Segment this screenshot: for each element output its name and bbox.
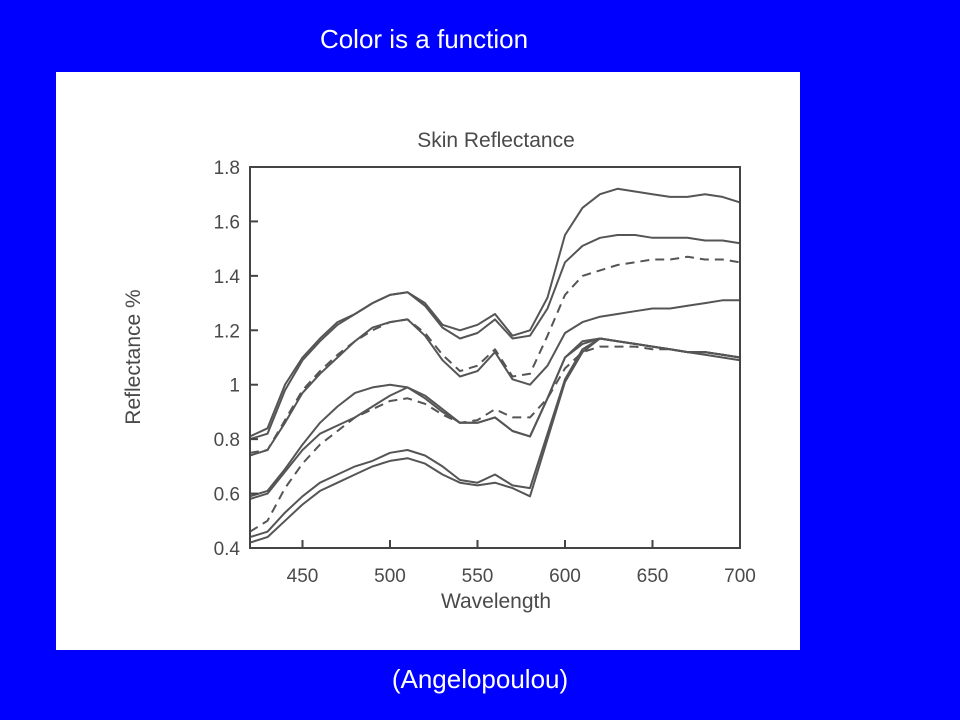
series-line-4 [249,299,740,457]
x-axis-label: Wavelength [441,590,551,613]
series-line-1 [249,187,741,438]
series-line-6 [249,345,741,533]
x-tick-label: 700 [724,566,756,587]
chart-figure: Skin Reflectance 450 500 550 600 650 700 0.4 0.… [56,72,800,650]
y-tick-label: 0.8 [214,430,240,451]
y-axis-label: Reflectance % [122,289,145,424]
slide-title: Color is a function [319,24,529,54]
y-tick-label: 0.6 [214,485,240,506]
slide-caption: (Angelopoulou) [391,664,569,694]
y-tick-label: 1.4 [214,267,241,288]
x-tick-label: 450 [287,566,319,587]
series-line-2 [249,234,741,441]
series-line-8 [249,337,741,539]
plot-layer [249,187,741,544]
x-tick-label: 550 [462,566,494,587]
x-tick-label: 500 [374,566,406,587]
skin-reflectance-chart: Skin Reflectance 450 500 550 600 650 700 0.4 0.… [122,129,756,613]
x-tick-label: 650 [637,566,669,587]
y-tick-label: 1.6 [214,212,240,233]
series-line-3 [249,255,741,454]
y-tick-label: 1.8 [214,158,240,179]
plot-frame [249,166,741,549]
chart-title: Skin Reflectance [417,129,575,152]
y-tick-label: 1 [229,376,240,397]
y-tick-label: 0.4 [214,539,241,560]
y-tick-label: 1.2 [214,321,240,342]
tick-layer: 450 500 550 600 650 700 0.4 0.6 0.8 1 1.2 1.4 1.6 1.8 [214,158,756,587]
series-line-9 [249,337,741,544]
x-tick-label: 600 [549,566,581,587]
